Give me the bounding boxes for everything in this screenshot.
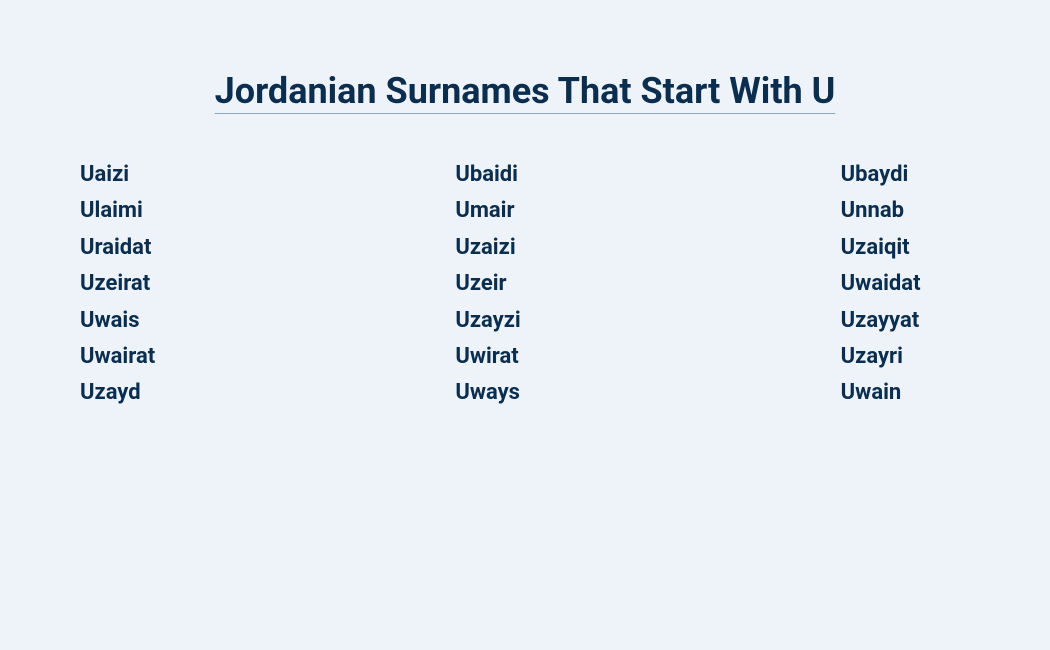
surname-item: Uzeirat	[80, 271, 363, 297]
surname-item: Uwain	[687, 380, 970, 406]
surname-item: Uwaidat	[687, 271, 970, 297]
surname-columns: Uaizi Ulaimi Uraidat Uzeirat Uwais Uwair…	[80, 162, 970, 407]
surname-item: Uzayyat	[687, 308, 970, 334]
surname-item: Uzayri	[687, 344, 970, 370]
surname-item: Ubaidi	[383, 162, 666, 188]
surname-item: Uwais	[80, 308, 363, 334]
surname-item: Uzaizi	[383, 235, 666, 261]
surname-item: Ulaimi	[80, 198, 363, 224]
surname-item: Ubaydi	[687, 162, 970, 188]
surname-item: Uaizi	[80, 162, 363, 188]
surname-item: Uwairat	[80, 344, 363, 370]
surname-item: Uzaiqit	[687, 235, 970, 261]
surname-item: Uzayzi	[383, 308, 666, 334]
column-1: Uaizi Ulaimi Uraidat Uzeirat Uwais Uwair…	[80, 162, 363, 407]
surname-item: Uways	[383, 380, 666, 406]
surname-item: Uwirat	[383, 344, 666, 370]
column-3: Ubaydi Unnab Uzaiqit Uwaidat Uzayyat Uza…	[687, 162, 970, 407]
surname-item: Uzayd	[80, 380, 363, 406]
column-2: Ubaidi Umair Uzaizi Uzeir Uzayzi Uwirat …	[383, 162, 666, 407]
surname-item: Uraidat	[80, 235, 363, 261]
surname-item: Uzeir	[383, 271, 666, 297]
surname-item: Umair	[383, 198, 666, 224]
page-title: Jordanian Surnames That Start With U	[80, 70, 970, 112]
surname-item: Unnab	[687, 198, 970, 224]
